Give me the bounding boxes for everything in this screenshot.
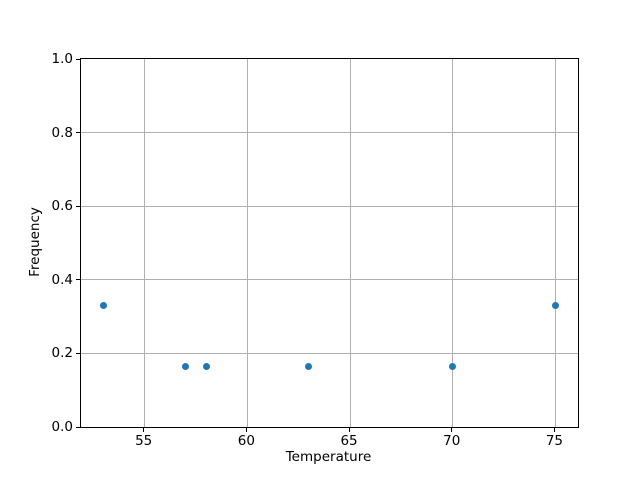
x-gridline (452, 59, 454, 427)
y-tick-label: 0.4 (51, 271, 73, 288)
x-tick-label: 75 (545, 433, 563, 449)
y-gridline (81, 352, 578, 354)
x-gridline (144, 59, 146, 427)
x-tick-mark (553, 428, 555, 432)
x-axis-label: Temperature (285, 449, 372, 465)
data-point (305, 362, 313, 370)
x-gridline (554, 59, 556, 427)
x-gridline (246, 59, 248, 427)
y-tick-mark (76, 352, 80, 354)
x-tick-mark (451, 428, 453, 432)
y-axis-label: Frequency (27, 207, 43, 277)
y-tick-label: 0.6 (51, 198, 73, 215)
x-tick-label: 65 (340, 433, 358, 449)
x-tick-mark (143, 428, 145, 432)
data-point (551, 302, 559, 310)
y-tick-label: 1.0 (51, 51, 73, 67)
x-tick-label: 55 (135, 433, 153, 449)
data-point (182, 362, 190, 370)
y-tick-label: 0.0 (51, 419, 73, 435)
x-tick-mark (348, 428, 350, 432)
y-tick-mark (76, 132, 80, 134)
data-point (202, 362, 210, 370)
x-tick-label: 60 (237, 433, 255, 449)
y-tick-label: 0.2 (51, 345, 73, 362)
data-point (100, 302, 108, 310)
data-point (449, 362, 457, 370)
y-gridline (81, 205, 578, 207)
y-tick-mark (76, 279, 80, 281)
x-gridline (349, 59, 351, 427)
y-tick-label: 0.8 (51, 124, 73, 141)
y-tick-mark (76, 58, 80, 60)
y-tick-mark (76, 426, 80, 428)
y-gridline (81, 132, 578, 134)
y-tick-mark (76, 205, 80, 207)
x-tick-mark (245, 428, 247, 432)
x-tick-label: 70 (443, 433, 461, 449)
plot-area (80, 58, 579, 428)
y-gridline (81, 279, 578, 281)
